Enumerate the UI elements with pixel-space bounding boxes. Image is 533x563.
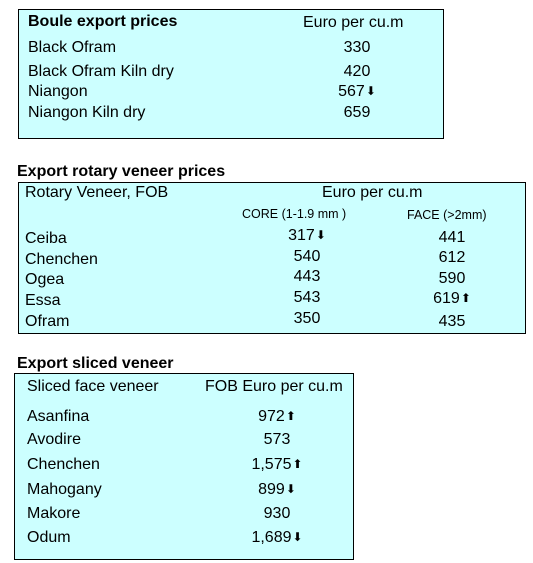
- boule-row-label: Black Ofram: [28, 39, 116, 57]
- trend-down-arrow-icon: ⬇: [292, 530, 303, 544]
- rotary-row-face: 590: [439, 270, 466, 288]
- rotary-row-core: 350: [294, 310, 321, 328]
- sliced-row-value: 930: [264, 505, 291, 523]
- boule-row-label-text: Niangon: [28, 83, 88, 100]
- rotary-row-face: 612: [439, 249, 466, 267]
- sliced-row-value: 899⬇: [258, 481, 296, 499]
- boule-row-value-text: 567: [338, 83, 365, 100]
- boule-row-value: 567⬇: [338, 83, 376, 101]
- sliced-row-label-text: Makore: [27, 505, 81, 522]
- sliced-row-value: 972⬆: [258, 408, 296, 426]
- rotary-row-face-text: 619: [433, 290, 460, 307]
- sliced-row-label: Makore: [27, 505, 80, 523]
- rotary-row-label: Ogea: [25, 271, 64, 289]
- boule-row-label: Niangon: [28, 83, 88, 101]
- rotary-row-face: 619⬆: [433, 290, 471, 308]
- rotary-col-header: Rotary Veneer, FOB: [25, 184, 169, 201]
- rotary-row-label-text: Ofram: [25, 313, 70, 330]
- rotary-face-header: FACE (>2mm): [407, 208, 487, 222]
- boule-row-label-text: Black Ofram Kiln dry: [28, 63, 174, 80]
- boule-row-label: Black Ofram Kiln dry: [28, 63, 174, 81]
- sliced-table: [14, 373, 354, 560]
- trend-up-arrow-icon: ⬆: [292, 457, 303, 471]
- sliced-col-header: Sliced face veneer: [27, 378, 159, 395]
- boule-row-value-text: 420: [343, 63, 371, 80]
- sliced-row-label: Odum: [27, 529, 71, 547]
- boule-table: [18, 9, 444, 139]
- rotary-row-label: Ceiba: [25, 230, 67, 248]
- trend-up-arrow-icon: ⬆: [460, 291, 471, 305]
- rotary-row-core-text: 540: [293, 248, 321, 265]
- rotary-row-core: 317⬇: [288, 227, 326, 245]
- sliced-unit-header: FOB Euro per cu.m: [205, 378, 343, 395]
- sliced-row-value-text: 573: [263, 431, 291, 448]
- sliced-row-value: 1,689⬇: [251, 529, 302, 547]
- trend-down-arrow-icon: ⬇: [365, 84, 376, 98]
- trend-down-arrow-icon: ⬇: [315, 228, 326, 242]
- boule-title: Boule export prices: [28, 13, 178, 30]
- rotary-row-face-text: 590: [438, 270, 466, 287]
- rotary-row-core-text: 350: [293, 310, 321, 327]
- rotary-core-header: CORE (1-1.9 mm ): [242, 207, 347, 221]
- sliced-row-value: 1,575⬆: [251, 456, 302, 474]
- rotary-row-label: Essa: [25, 292, 61, 310]
- sliced-row-label: Chenchen: [27, 456, 100, 474]
- boule-row-value: 330: [344, 39, 371, 57]
- rotary-row-core: 540: [294, 248, 321, 266]
- boule-row-value-text: 330: [343, 39, 371, 56]
- boule-row-value: 659: [344, 104, 371, 122]
- rotary-row-face-text: 435: [438, 313, 466, 330]
- rotary-row-label-text: Essa: [25, 292, 61, 309]
- sliced-row-label-text: Odum: [27, 529, 71, 546]
- boule-row-label: Niangon Kiln dry: [28, 104, 145, 122]
- sliced-row-label: Avodire: [27, 431, 81, 449]
- sliced-title: Export sliced veneer: [17, 355, 174, 372]
- sliced-row-value-text: 1,689: [251, 529, 292, 546]
- rotary-row-core: 543: [294, 289, 321, 307]
- sliced-row-value: 573: [264, 431, 291, 449]
- rotary-row-label-text: Ceiba: [25, 230, 67, 247]
- boule-row-value: 420: [344, 63, 371, 81]
- sliced-row-value-text: 930: [263, 505, 291, 522]
- sliced-row-value-text: 899: [258, 481, 285, 498]
- sliced-row-label-text: Avodire: [27, 431, 81, 448]
- rotary-row-face: 441: [439, 229, 466, 247]
- sliced-row-label-text: Chenchen: [27, 456, 100, 473]
- rotary-row-face: 435: [439, 313, 466, 331]
- sliced-row-label-text: Asanfina: [27, 408, 90, 425]
- sliced-row-label: Mahogany: [27, 481, 102, 499]
- sliced-row-value-text: 1,575: [251, 456, 292, 473]
- rotary-row-core: 443: [294, 268, 321, 286]
- trend-down-arrow-icon: ⬇: [285, 482, 296, 496]
- boule-row-label-text: Black Ofram: [28, 39, 117, 56]
- rotary-row-core-text: 443: [293, 268, 321, 285]
- rotary-row-label: Ofram: [25, 313, 69, 331]
- sliced-row-label-text: Mahogany: [27, 481, 102, 498]
- boule-row-label-text: Niangon Kiln dry: [28, 104, 146, 121]
- rotary-row-label-text: Chenchen: [25, 251, 98, 268]
- rotary-row-core-text: 317: [288, 227, 315, 244]
- boule-unit-header: Euro per cu.m: [303, 14, 404, 31]
- rotary-row-face-text: 612: [438, 249, 466, 266]
- rotary-row-label-text: Ogea: [25, 271, 65, 288]
- sliced-row-value-text: 972: [258, 408, 285, 425]
- rotary-title: Export rotary veneer prices: [17, 163, 226, 180]
- sliced-row-label: Asanfina: [27, 408, 89, 426]
- boule-row-value-text: 659: [343, 104, 371, 121]
- rotary-row-label: Chenchen: [25, 251, 98, 269]
- trend-up-arrow-icon: ⬆: [285, 409, 296, 423]
- rotary-table: [18, 182, 526, 334]
- rotary-row-core-text: 543: [293, 289, 321, 306]
- rotary-unit-header: Euro per cu.m: [322, 184, 423, 201]
- rotary-row-face-text: 441: [438, 229, 466, 246]
